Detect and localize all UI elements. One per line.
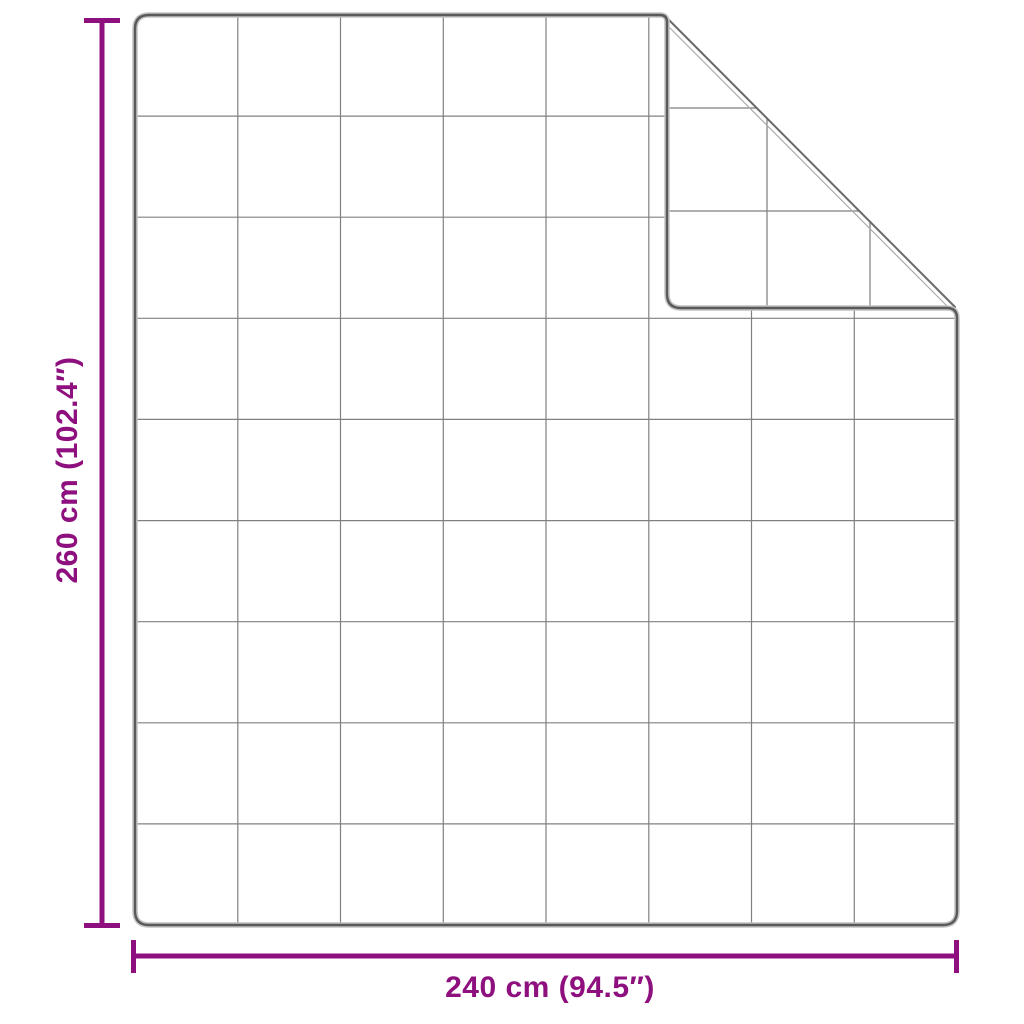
height-dimension-label: 260 cm (102.4″) (51, 356, 84, 583)
height-dimension: 260 cm (102.4″) (51, 18, 120, 928)
flap-grid (668, 107, 871, 307)
blanket-outline (132, 12, 960, 928)
quilt-grid (136, 16, 956, 924)
fold-diagonal-edge (664, 18, 956, 310)
width-dimension-label: 240 cm (94.5″) (445, 971, 655, 1004)
width-dimension: 240 cm (94.5″) (131, 940, 959, 1004)
